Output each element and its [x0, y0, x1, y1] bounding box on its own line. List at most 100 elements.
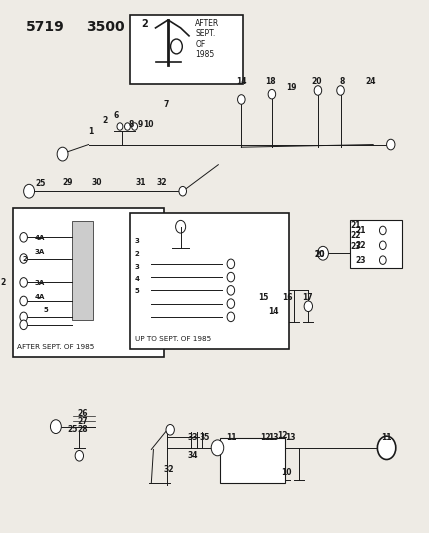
Text: 14: 14	[236, 77, 247, 86]
Text: 25: 25	[35, 179, 45, 188]
Text: 29: 29	[62, 178, 73, 187]
Circle shape	[268, 90, 276, 99]
Text: 19: 19	[286, 83, 297, 92]
Text: 3500: 3500	[87, 20, 125, 34]
Circle shape	[337, 86, 344, 95]
Circle shape	[227, 312, 235, 321]
Circle shape	[20, 232, 27, 242]
Text: UP TO SEPT. OF 1985: UP TO SEPT. OF 1985	[135, 336, 211, 342]
Text: 30: 30	[92, 178, 102, 187]
Circle shape	[24, 184, 35, 198]
Text: 13: 13	[285, 433, 296, 442]
Circle shape	[380, 241, 386, 249]
Bar	[130, 214, 290, 349]
Bar	[72, 221, 93, 319]
Text: 2: 2	[0, 278, 5, 287]
Text: 6: 6	[113, 111, 118, 120]
Circle shape	[20, 296, 27, 306]
Text: 21: 21	[350, 221, 361, 230]
Text: 13: 13	[268, 433, 279, 442]
Circle shape	[175, 220, 186, 233]
Circle shape	[380, 256, 386, 264]
Circle shape	[51, 419, 61, 433]
Text: 12: 12	[260, 433, 270, 442]
Text: 27: 27	[77, 417, 88, 426]
Text: 11: 11	[227, 433, 237, 442]
Bar	[221, 438, 285, 483]
Circle shape	[20, 254, 27, 263]
Text: 21: 21	[355, 226, 366, 235]
Text: 4: 4	[134, 276, 139, 282]
Text: 20: 20	[311, 77, 322, 86]
Text: 34: 34	[187, 451, 198, 461]
Text: 20: 20	[314, 251, 325, 260]
Text: 16: 16	[282, 293, 293, 302]
Circle shape	[132, 123, 138, 130]
Text: 15: 15	[258, 293, 269, 302]
Text: 5: 5	[43, 307, 48, 313]
Circle shape	[179, 187, 187, 196]
Text: 31: 31	[136, 178, 146, 187]
Text: 5: 5	[134, 288, 139, 294]
Bar	[13, 208, 164, 357]
Circle shape	[380, 226, 386, 235]
Text: 4A: 4A	[34, 236, 45, 241]
Bar	[350, 220, 402, 268]
Circle shape	[211, 440, 224, 456]
Text: 3A: 3A	[34, 280, 45, 286]
Text: 26: 26	[77, 409, 88, 418]
Text: AFTER
SEPT.
OF
1985: AFTER SEPT. OF 1985	[195, 19, 220, 59]
Circle shape	[227, 286, 235, 295]
Circle shape	[227, 299, 235, 309]
Circle shape	[317, 246, 329, 260]
Text: 8: 8	[339, 77, 344, 86]
Text: 9: 9	[137, 120, 143, 129]
Text: AFTER SEPT. OF 1985: AFTER SEPT. OF 1985	[17, 344, 95, 350]
Circle shape	[387, 139, 395, 150]
Text: 25: 25	[67, 425, 78, 434]
Text: 20: 20	[314, 251, 325, 260]
Text: 5719: 5719	[26, 20, 64, 34]
Text: 10: 10	[143, 120, 154, 129]
Circle shape	[304, 301, 312, 312]
Circle shape	[378, 436, 396, 459]
Text: A: A	[145, 20, 152, 30]
Text: 22: 22	[355, 241, 366, 250]
Text: 23: 23	[355, 256, 366, 265]
Text: 3: 3	[134, 238, 139, 244]
Circle shape	[227, 259, 235, 269]
Text: 3: 3	[134, 263, 139, 270]
Text: 2: 2	[141, 19, 148, 29]
Text: 11: 11	[381, 433, 392, 442]
Text: 14: 14	[268, 307, 279, 316]
Text: 32: 32	[157, 178, 167, 187]
Circle shape	[20, 278, 27, 287]
Text: 8: 8	[129, 120, 134, 129]
Circle shape	[238, 95, 245, 104]
Text: 33: 33	[187, 433, 198, 442]
Circle shape	[171, 39, 182, 54]
Circle shape	[124, 123, 130, 130]
Circle shape	[117, 123, 123, 130]
Circle shape	[20, 320, 27, 329]
Text: 12: 12	[277, 431, 287, 440]
Text: 3A: 3A	[34, 249, 45, 255]
Text: 4A: 4A	[34, 294, 45, 300]
Circle shape	[314, 86, 322, 95]
Text: 2: 2	[23, 255, 27, 262]
Text: 23: 23	[350, 242, 361, 251]
Circle shape	[227, 272, 235, 282]
Text: 2: 2	[103, 116, 108, 125]
Text: 32: 32	[163, 465, 174, 473]
Text: 24: 24	[366, 77, 376, 86]
Text: 2: 2	[134, 251, 139, 257]
Circle shape	[75, 450, 84, 461]
Circle shape	[20, 312, 27, 321]
Text: 22: 22	[350, 231, 361, 240]
Text: 17: 17	[302, 293, 312, 302]
Text: 1: 1	[88, 127, 93, 136]
Text: 18: 18	[265, 77, 276, 86]
Circle shape	[57, 147, 68, 161]
Circle shape	[166, 424, 174, 435]
Text: 35: 35	[200, 433, 210, 442]
